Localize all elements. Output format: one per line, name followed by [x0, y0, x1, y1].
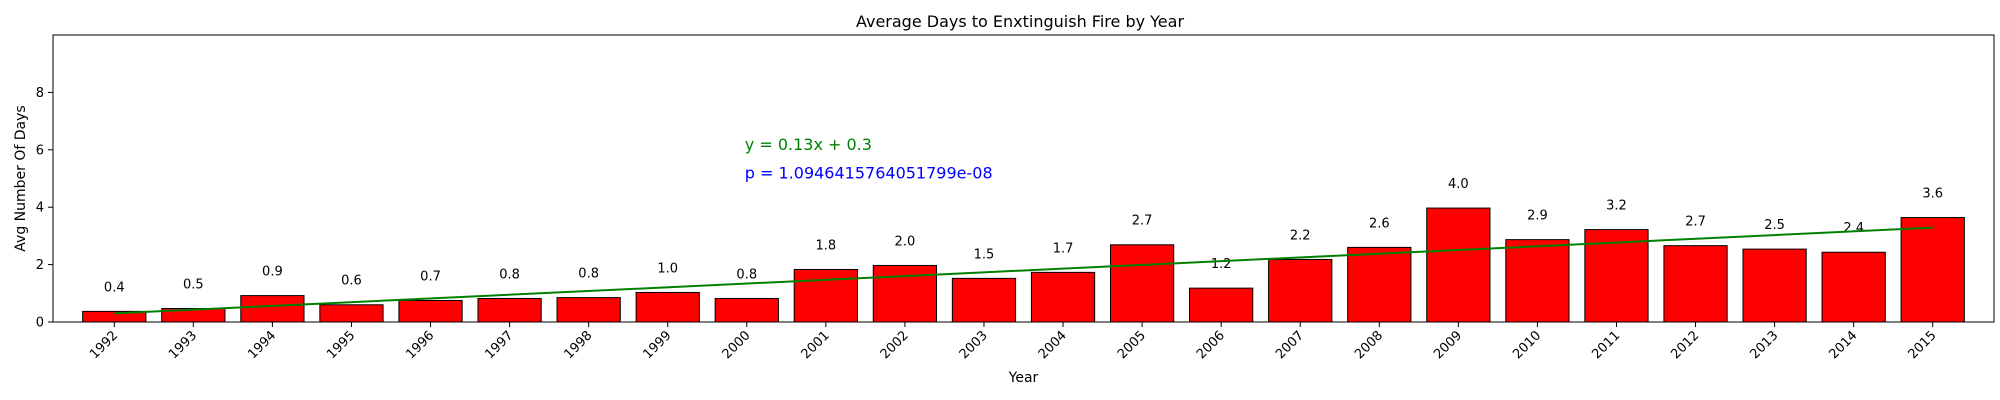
data-label-2002: 2.0 [895, 234, 916, 249]
data-label-2000: 0.8 [736, 267, 757, 282]
data-label-2010: 2.9 [1527, 209, 1548, 224]
trendline [114, 226, 1933, 315]
bar-1999 [635, 291, 700, 323]
y-axis-title: Avg Number Of Days [13, 105, 29, 251]
x-tick-label-2002: 2002 [878, 328, 912, 362]
x-tick-label-2007: 2007 [1273, 328, 1307, 362]
x-tick-label-2011: 2011 [1589, 328, 1623, 362]
plot-frame [52, 34, 1995, 323]
data-label-1999: 1.0 [657, 261, 678, 276]
y-tick-label: 2 [36, 258, 44, 273]
data-label-1995: 0.6 [341, 274, 362, 289]
x-tick-label-2003: 2003 [957, 328, 991, 362]
bar-1995 [319, 304, 384, 323]
annotations-group: y = 0.13x + 0.3 p = 1.0946415764051799e-0… [745, 135, 993, 183]
bar-2001 [793, 268, 858, 323]
bar-2014 [1821, 251, 1886, 323]
bar-2002 [872, 264, 938, 323]
data-label-1994: 0.9 [262, 265, 283, 280]
x-tick-label-2001: 2001 [799, 328, 833, 362]
x-tick-label-2009: 2009 [1431, 328, 1465, 362]
data-label-2013: 2.5 [1764, 218, 1785, 233]
data-label-2015: 3.6 [1922, 186, 1943, 201]
data-label-2012: 2.7 [1685, 215, 1706, 230]
x-tick-label-1997: 1997 [482, 328, 516, 362]
bar-1996 [398, 299, 463, 323]
bar-1997 [477, 297, 542, 323]
bar-2012 [1663, 245, 1728, 323]
y-tick-label: 6 [36, 143, 44, 158]
x-tick-label-2006: 2006 [1194, 328, 1228, 362]
x-tick-label-1994: 1994 [245, 328, 279, 362]
bar-2010 [1505, 239, 1570, 323]
bar-1994 [240, 295, 305, 323]
data-label-2004: 1.7 [1053, 241, 1074, 256]
annotation-equation: y = 0.13x + 0.3 [745, 135, 872, 154]
x-tick-label-2008: 2008 [1352, 328, 1386, 362]
data-label-1997: 0.8 [499, 267, 520, 282]
bar-2013 [1742, 248, 1807, 323]
x-axis-title: Year [1008, 370, 1039, 386]
y-tick-label: 8 [36, 86, 44, 101]
bar-2006 [1189, 287, 1254, 323]
bars-group [82, 207, 1965, 323]
data-label-2003: 1.5 [974, 247, 995, 262]
data-label-2005: 2.7 [1132, 214, 1153, 229]
data-label-1993: 0.5 [183, 277, 204, 292]
data-label-1998: 0.8 [578, 267, 599, 282]
x-tick-label-1996: 1996 [403, 328, 437, 362]
x-tick-label-2010: 2010 [1510, 328, 1544, 362]
x-tick-label-1992: 1992 [87, 328, 121, 362]
bar-2015 [1900, 217, 1965, 323]
x-tick-label-2013: 2013 [1747, 328, 1781, 362]
data-label-1996: 0.7 [420, 269, 441, 284]
x-tick-label-2012: 2012 [1668, 328, 1702, 362]
x-tick-label-1999: 1999 [641, 328, 675, 362]
x-tick-label-2015: 2015 [1906, 328, 1940, 362]
x-tick-label-2005: 2005 [1115, 328, 1149, 362]
y-tick-label: 4 [36, 201, 44, 216]
x-tick-label-2000: 2000 [720, 328, 754, 362]
x-tick-label-2014: 2014 [1826, 328, 1860, 362]
data-label-2006: 1.2 [1211, 257, 1232, 272]
data-label-2009: 4.0 [1448, 177, 1469, 192]
data-label-1992: 0.4 [104, 280, 125, 295]
bar-2003 [951, 277, 1017, 323]
data-label-2008: 2.6 [1369, 216, 1390, 231]
data-label-2001: 1.8 [815, 238, 836, 253]
x-tick-label-2004: 2004 [1036, 328, 1070, 362]
bar-2008 [1347, 246, 1412, 323]
x-tick-label-1993: 1993 [166, 328, 200, 362]
x-tick-label-1995: 1995 [324, 328, 358, 362]
bar-1998 [556, 297, 621, 323]
x-axis: 1992 1993 1994 1995 1996 1997 1998 1999 2000 2001… [87, 322, 1940, 362]
annotation-p-value: p = 1.0946415764051799e-08 [745, 164, 993, 183]
data-label-2014: 2.4 [1843, 221, 1864, 236]
bar-2005 [1109, 244, 1175, 323]
chart-title: Average Days to Enxtinguish Fire by Year [856, 12, 1184, 31]
y-tick-label: 0 [36, 316, 44, 331]
bar-2009 [1426, 207, 1491, 323]
bar-2004 [1030, 271, 1096, 323]
x-tick-label-1998: 1998 [561, 328, 595, 362]
bar-2011 [1584, 229, 1649, 323]
y-axis: 0 2 4 6 8 [36, 86, 53, 331]
bar-2000 [714, 297, 779, 323]
bar-2007 [1268, 258, 1333, 323]
data-label-2007: 2.2 [1290, 228, 1311, 243]
data-label-2011: 3.2 [1606, 198, 1627, 213]
